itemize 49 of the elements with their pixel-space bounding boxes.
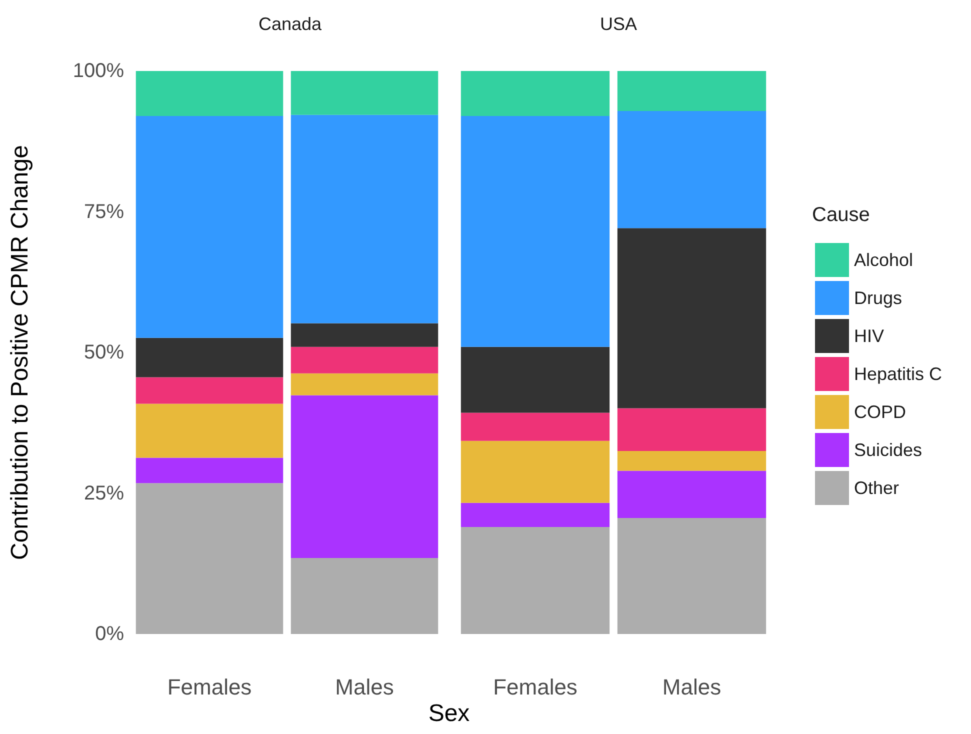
bar xyxy=(617,228,766,408)
legend-title: Cause xyxy=(812,204,870,226)
bar xyxy=(617,408,766,452)
bar xyxy=(136,377,284,404)
y-tick-label: 75% xyxy=(84,200,124,223)
bar xyxy=(617,470,766,518)
bar xyxy=(617,451,766,471)
bar xyxy=(617,518,766,634)
chart-title: Canada xyxy=(258,14,323,34)
bar xyxy=(460,116,610,347)
bar xyxy=(290,346,438,374)
y-tick-label: 25% xyxy=(84,482,124,504)
bar xyxy=(290,323,438,347)
legend-label: HIV xyxy=(854,326,884,346)
x-tick-label: Females xyxy=(493,674,578,700)
legend-label: Hepatitis C xyxy=(854,364,942,384)
bar xyxy=(460,440,610,503)
y-tick-label: 100% xyxy=(72,60,124,82)
legend-label: COPD xyxy=(854,402,906,422)
bar xyxy=(290,373,438,396)
bar xyxy=(460,527,610,634)
x-axis-title: Sex xyxy=(427,700,471,728)
y-tick-label: 0% xyxy=(95,623,124,645)
bar xyxy=(136,458,284,484)
x-tick-label: Males xyxy=(335,674,394,700)
legend-label: Suicides xyxy=(854,440,922,460)
bar xyxy=(136,116,284,338)
chart-title: USA xyxy=(600,14,638,34)
bar xyxy=(460,346,610,413)
bar xyxy=(460,71,610,116)
bar xyxy=(136,71,284,116)
bar xyxy=(136,404,284,458)
bar xyxy=(136,483,284,634)
bar xyxy=(617,71,766,111)
y-tick-label: 50% xyxy=(84,342,124,364)
bar xyxy=(290,71,438,115)
bar xyxy=(136,338,284,378)
bar xyxy=(290,114,438,324)
legend-label: Other xyxy=(854,478,900,498)
bar xyxy=(290,558,438,634)
legend-label: Drugs xyxy=(854,288,902,308)
legend-label: Alcohol xyxy=(854,250,914,270)
y-axis-title: Contribution to Positive CPMR Change xyxy=(6,145,34,560)
x-tick-label: Females xyxy=(167,674,252,700)
bar xyxy=(617,110,766,228)
bar xyxy=(290,395,438,558)
x-tick-label: Males xyxy=(662,674,722,700)
bar xyxy=(460,412,610,441)
bar xyxy=(460,502,610,528)
